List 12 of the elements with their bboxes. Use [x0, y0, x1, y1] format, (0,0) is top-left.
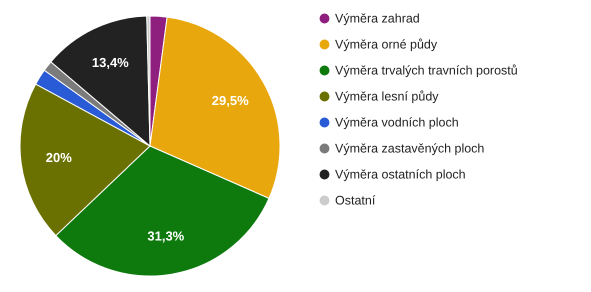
legend-label: Ostatní [335, 194, 376, 208]
legend-label: Výměra lesní půdy [335, 90, 440, 104]
legend-label: Výměra ostatních ploch [335, 168, 466, 182]
data-label: 29,5% [212, 92, 250, 108]
legend-label: Výměra zahrad [335, 12, 420, 26]
legend-label: Výměra orné půdy [335, 38, 438, 52]
legend-label: Výměra vodních ploch [335, 116, 459, 130]
data-label: 13,4% [92, 55, 130, 70]
legend-label: Výměra zastavěných ploch [335, 142, 484, 156]
data-label: 20% [46, 150, 72, 166]
legend-label: Výměra trvalých travních porostů [335, 64, 518, 78]
data-label: 31,3% [147, 228, 185, 244]
